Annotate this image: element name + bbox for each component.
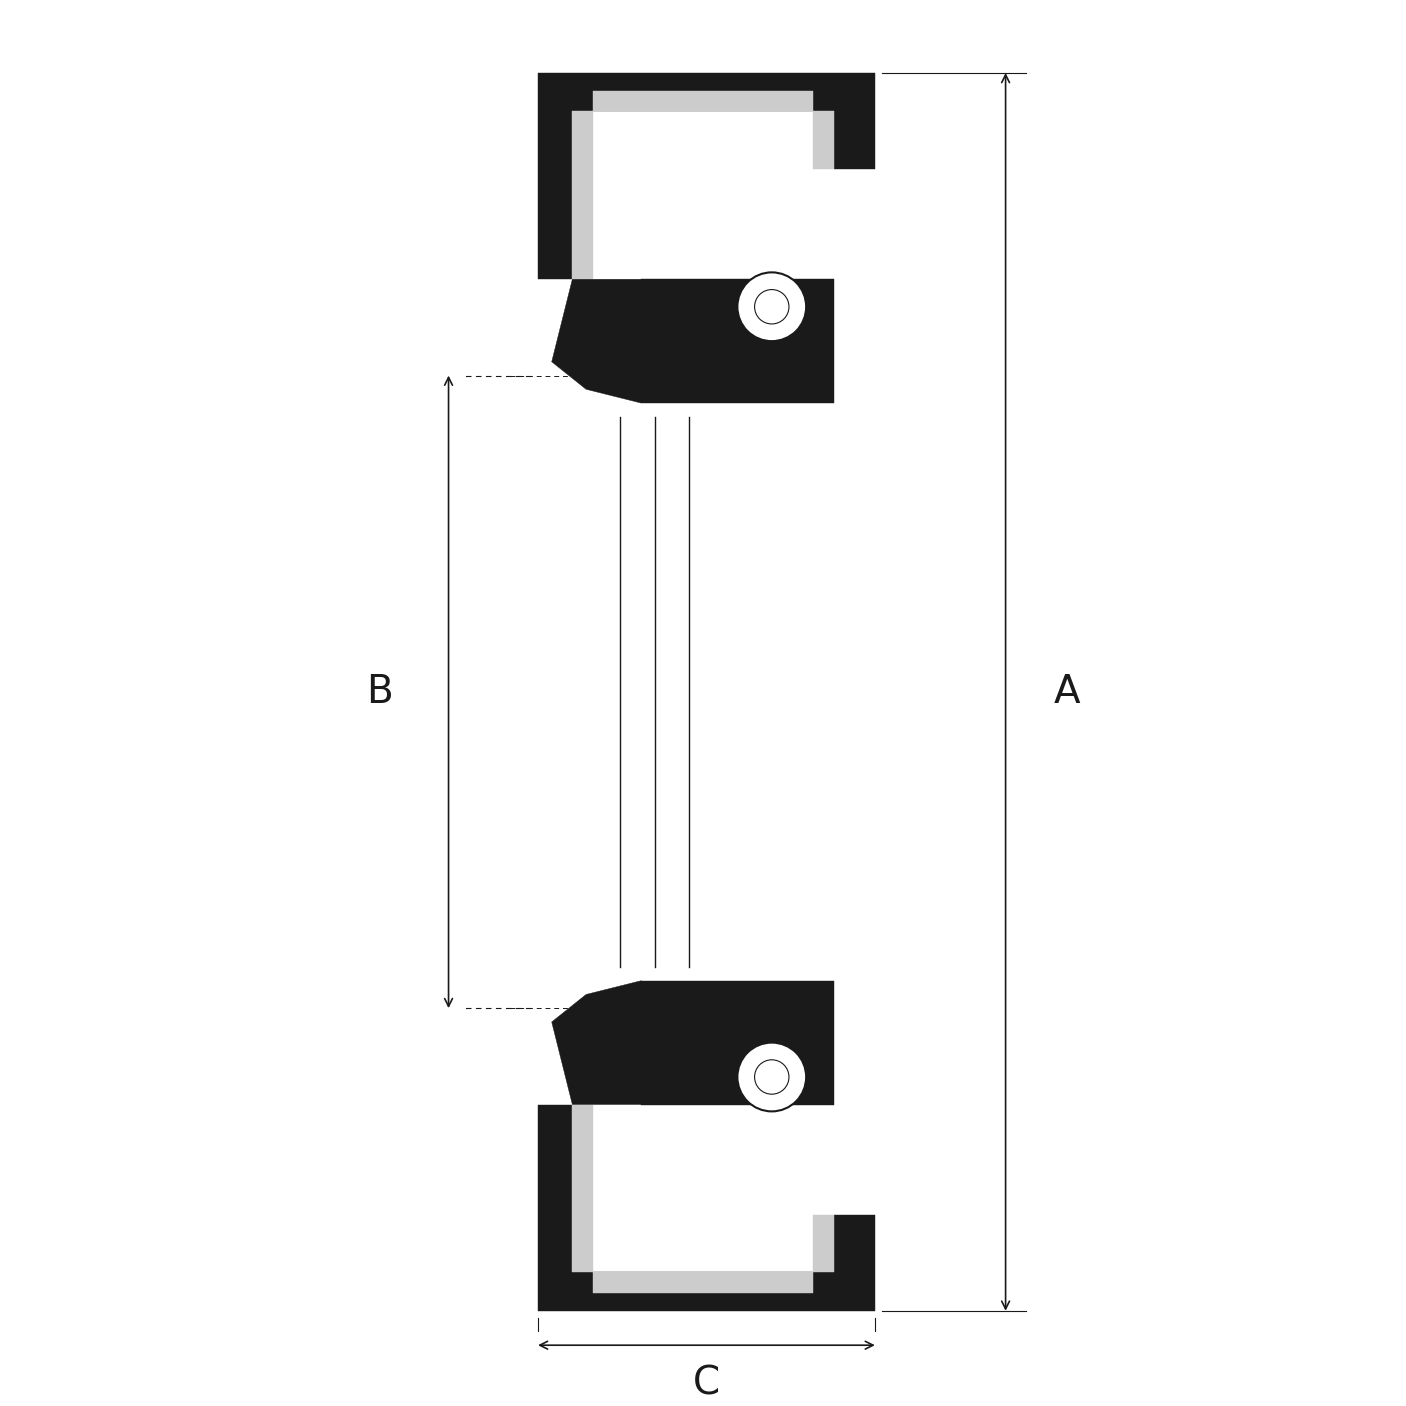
Polygon shape: [551, 280, 641, 404]
Polygon shape: [572, 328, 593, 354]
Polygon shape: [572, 1105, 834, 1294]
Text: A: A: [1054, 673, 1081, 711]
Polygon shape: [641, 981, 834, 1105]
Polygon shape: [538, 73, 875, 280]
Polygon shape: [538, 1105, 875, 1310]
Polygon shape: [551, 981, 641, 1105]
Polygon shape: [641, 280, 834, 404]
Text: B: B: [367, 673, 394, 711]
Circle shape: [755, 290, 789, 323]
Polygon shape: [572, 1029, 593, 1056]
Circle shape: [737, 1043, 806, 1111]
Circle shape: [755, 1060, 789, 1094]
Circle shape: [737, 273, 806, 342]
Polygon shape: [572, 91, 834, 280]
Text: C: C: [693, 1365, 720, 1403]
